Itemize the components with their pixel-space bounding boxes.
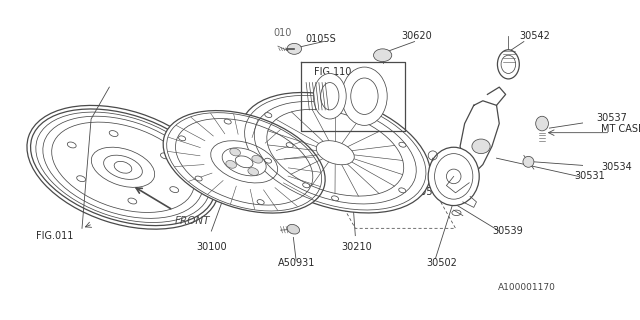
- Text: FIG.110: FIG.110: [314, 67, 352, 77]
- Text: 30502: 30502: [426, 258, 457, 268]
- Ellipse shape: [265, 113, 272, 117]
- Ellipse shape: [523, 156, 534, 167]
- Text: A100001170: A100001170: [498, 283, 556, 292]
- Ellipse shape: [428, 147, 479, 205]
- Text: 30100: 30100: [196, 242, 227, 252]
- Text: 30534: 30534: [602, 162, 632, 172]
- Ellipse shape: [240, 92, 430, 213]
- Text: A50931: A50931: [278, 258, 316, 268]
- Ellipse shape: [536, 116, 548, 131]
- Ellipse shape: [497, 50, 519, 79]
- Ellipse shape: [287, 44, 301, 54]
- Ellipse shape: [230, 148, 241, 156]
- Ellipse shape: [195, 176, 202, 181]
- Ellipse shape: [179, 136, 186, 141]
- Text: MT CASE: MT CASE: [296, 180, 339, 190]
- Ellipse shape: [222, 148, 266, 176]
- Ellipse shape: [109, 131, 118, 137]
- Ellipse shape: [472, 139, 490, 154]
- Text: 30531: 30531: [574, 171, 605, 181]
- Text: MT CASE: MT CASE: [602, 124, 640, 133]
- Ellipse shape: [128, 198, 137, 204]
- Text: 30620: 30620: [401, 31, 431, 41]
- Ellipse shape: [226, 161, 236, 168]
- Ellipse shape: [224, 119, 231, 124]
- Text: 30542: 30542: [519, 31, 550, 41]
- Ellipse shape: [332, 105, 339, 109]
- Text: 30539: 30539: [492, 226, 523, 236]
- Ellipse shape: [170, 187, 179, 193]
- Ellipse shape: [374, 49, 392, 62]
- Text: 30537: 30537: [596, 113, 628, 123]
- Ellipse shape: [264, 158, 271, 163]
- Ellipse shape: [332, 196, 339, 201]
- Text: FIG.011: FIG.011: [36, 231, 74, 241]
- Ellipse shape: [316, 141, 355, 165]
- Ellipse shape: [27, 105, 219, 229]
- Ellipse shape: [342, 67, 387, 125]
- Ellipse shape: [67, 142, 76, 148]
- Ellipse shape: [399, 188, 406, 193]
- Ellipse shape: [77, 176, 86, 182]
- Ellipse shape: [286, 143, 293, 148]
- Ellipse shape: [257, 200, 264, 204]
- Text: FRONT: FRONT: [175, 217, 211, 227]
- Ellipse shape: [252, 156, 262, 163]
- Ellipse shape: [236, 156, 253, 168]
- Ellipse shape: [314, 74, 346, 119]
- Text: 0105S: 0105S: [305, 34, 336, 44]
- Ellipse shape: [303, 183, 310, 188]
- Text: 010: 010: [273, 28, 292, 38]
- Ellipse shape: [163, 111, 325, 213]
- Ellipse shape: [161, 153, 170, 159]
- Ellipse shape: [248, 168, 259, 175]
- Ellipse shape: [287, 224, 300, 234]
- Ellipse shape: [399, 142, 406, 147]
- Text: 30539: 30539: [415, 187, 445, 197]
- Text: 30210: 30210: [342, 242, 372, 252]
